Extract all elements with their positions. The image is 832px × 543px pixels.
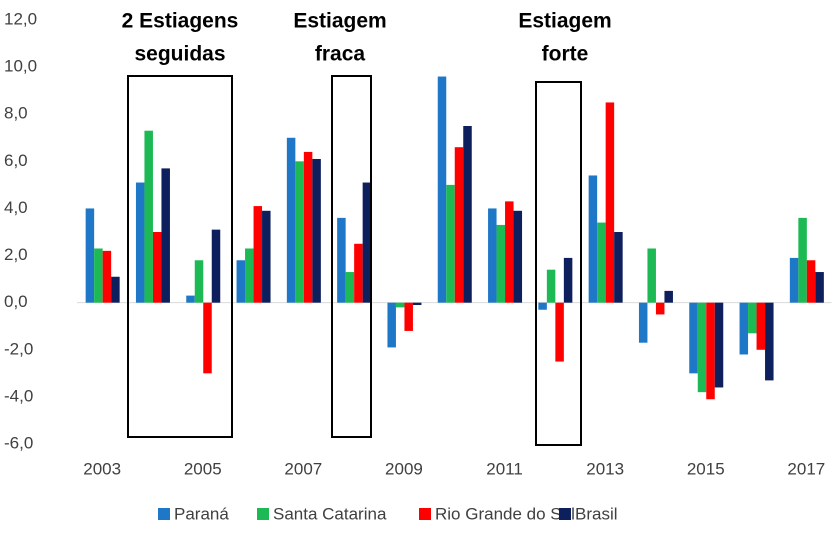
bar (789, 257, 799, 303)
bar (286, 137, 296, 303)
bar (211, 229, 221, 303)
bar (655, 302, 665, 315)
bar (395, 302, 405, 308)
bar (638, 302, 648, 343)
bar (337, 217, 346, 303)
bar (513, 210, 523, 303)
legend-label: Brasil (575, 504, 618, 523)
y-tick-label: 10,0 (4, 57, 37, 76)
bar (706, 302, 715, 400)
bar (739, 302, 749, 355)
x-tick-label: 2005 (184, 459, 222, 478)
bar (245, 248, 254, 303)
bar (765, 302, 774, 381)
legend-label: Rio Grande do Sul (435, 504, 575, 523)
x-tick-label: 2017 (787, 459, 825, 478)
y-tick-label: 8,0 (4, 104, 28, 123)
bar (437, 76, 447, 303)
y-tick-label: -4,0 (4, 386, 33, 405)
bar (362, 182, 372, 303)
bar (345, 272, 355, 303)
bar (605, 102, 615, 303)
annotation: Estiagem (293, 10, 386, 33)
bar (404, 302, 413, 331)
bar (412, 302, 422, 306)
bar (253, 206, 263, 303)
annotation: seguidas (134, 43, 225, 66)
bar (588, 175, 598, 303)
annotation-box (331, 75, 372, 438)
bar (555, 302, 564, 362)
legend-swatch (559, 508, 571, 520)
bar (161, 168, 170, 303)
bar (454, 147, 464, 303)
legend-swatch (257, 508, 269, 520)
annotation: 2 Estiagens (122, 10, 239, 33)
bar (186, 295, 195, 303)
bar (387, 302, 396, 348)
y-tick-label: 2,0 (4, 245, 28, 264)
bar (135, 182, 145, 303)
y-tick-label: 0,0 (4, 292, 28, 311)
bar (806, 260, 816, 303)
bar (303, 151, 313, 303)
x-tick-label: 2013 (586, 459, 624, 478)
bar (203, 302, 212, 374)
legend-label: Paraná (174, 504, 229, 523)
x-tick-label: 2009 (385, 459, 423, 478)
bar (94, 248, 103, 303)
legend-swatch (419, 508, 431, 520)
bar (446, 184, 455, 303)
bar (236, 260, 246, 303)
y-tick-label: -2,0 (4, 339, 33, 358)
annotation-box (127, 75, 233, 438)
bar (538, 302, 547, 310)
bar (664, 290, 673, 303)
bar (647, 248, 656, 303)
bar (697, 302, 707, 393)
bar (194, 260, 204, 303)
bar (312, 158, 321, 303)
y-tick-label: 6,0 (4, 151, 28, 170)
annotation: forte (542, 43, 589, 66)
x-tick-label: 2003 (83, 459, 121, 478)
bar (354, 243, 363, 303)
legend-label: Santa Catarina (273, 504, 387, 523)
bar (714, 302, 724, 388)
y-tick-label: 4,0 (4, 198, 28, 217)
annotation-box (535, 81, 582, 446)
bar (111, 276, 120, 303)
x-tick-label: 2011 (486, 459, 523, 478)
annotation: fraca (315, 43, 366, 66)
bar (798, 217, 807, 303)
bar (689, 302, 698, 374)
bar (505, 201, 514, 303)
bar (488, 208, 497, 303)
legend-swatch (158, 508, 170, 520)
bar (496, 224, 506, 303)
bar (748, 302, 757, 334)
bar (463, 126, 472, 303)
bar (144, 130, 153, 303)
bar (815, 272, 824, 303)
bar (85, 208, 95, 303)
bar (563, 257, 573, 303)
annotation: Estiagem (518, 10, 611, 33)
x-tick-label: 2007 (284, 459, 322, 478)
y-tick-label: 12,0 (4, 9, 37, 28)
bar (295, 161, 304, 303)
bar (262, 210, 271, 303)
y-tick-label: -6,0 (4, 433, 33, 452)
bar (102, 250, 112, 303)
x-tick-label: 2015 (687, 459, 725, 478)
bar (614, 232, 623, 303)
bar (756, 302, 766, 350)
bar (597, 222, 606, 303)
bar (152, 232, 162, 303)
bar (546, 269, 556, 303)
